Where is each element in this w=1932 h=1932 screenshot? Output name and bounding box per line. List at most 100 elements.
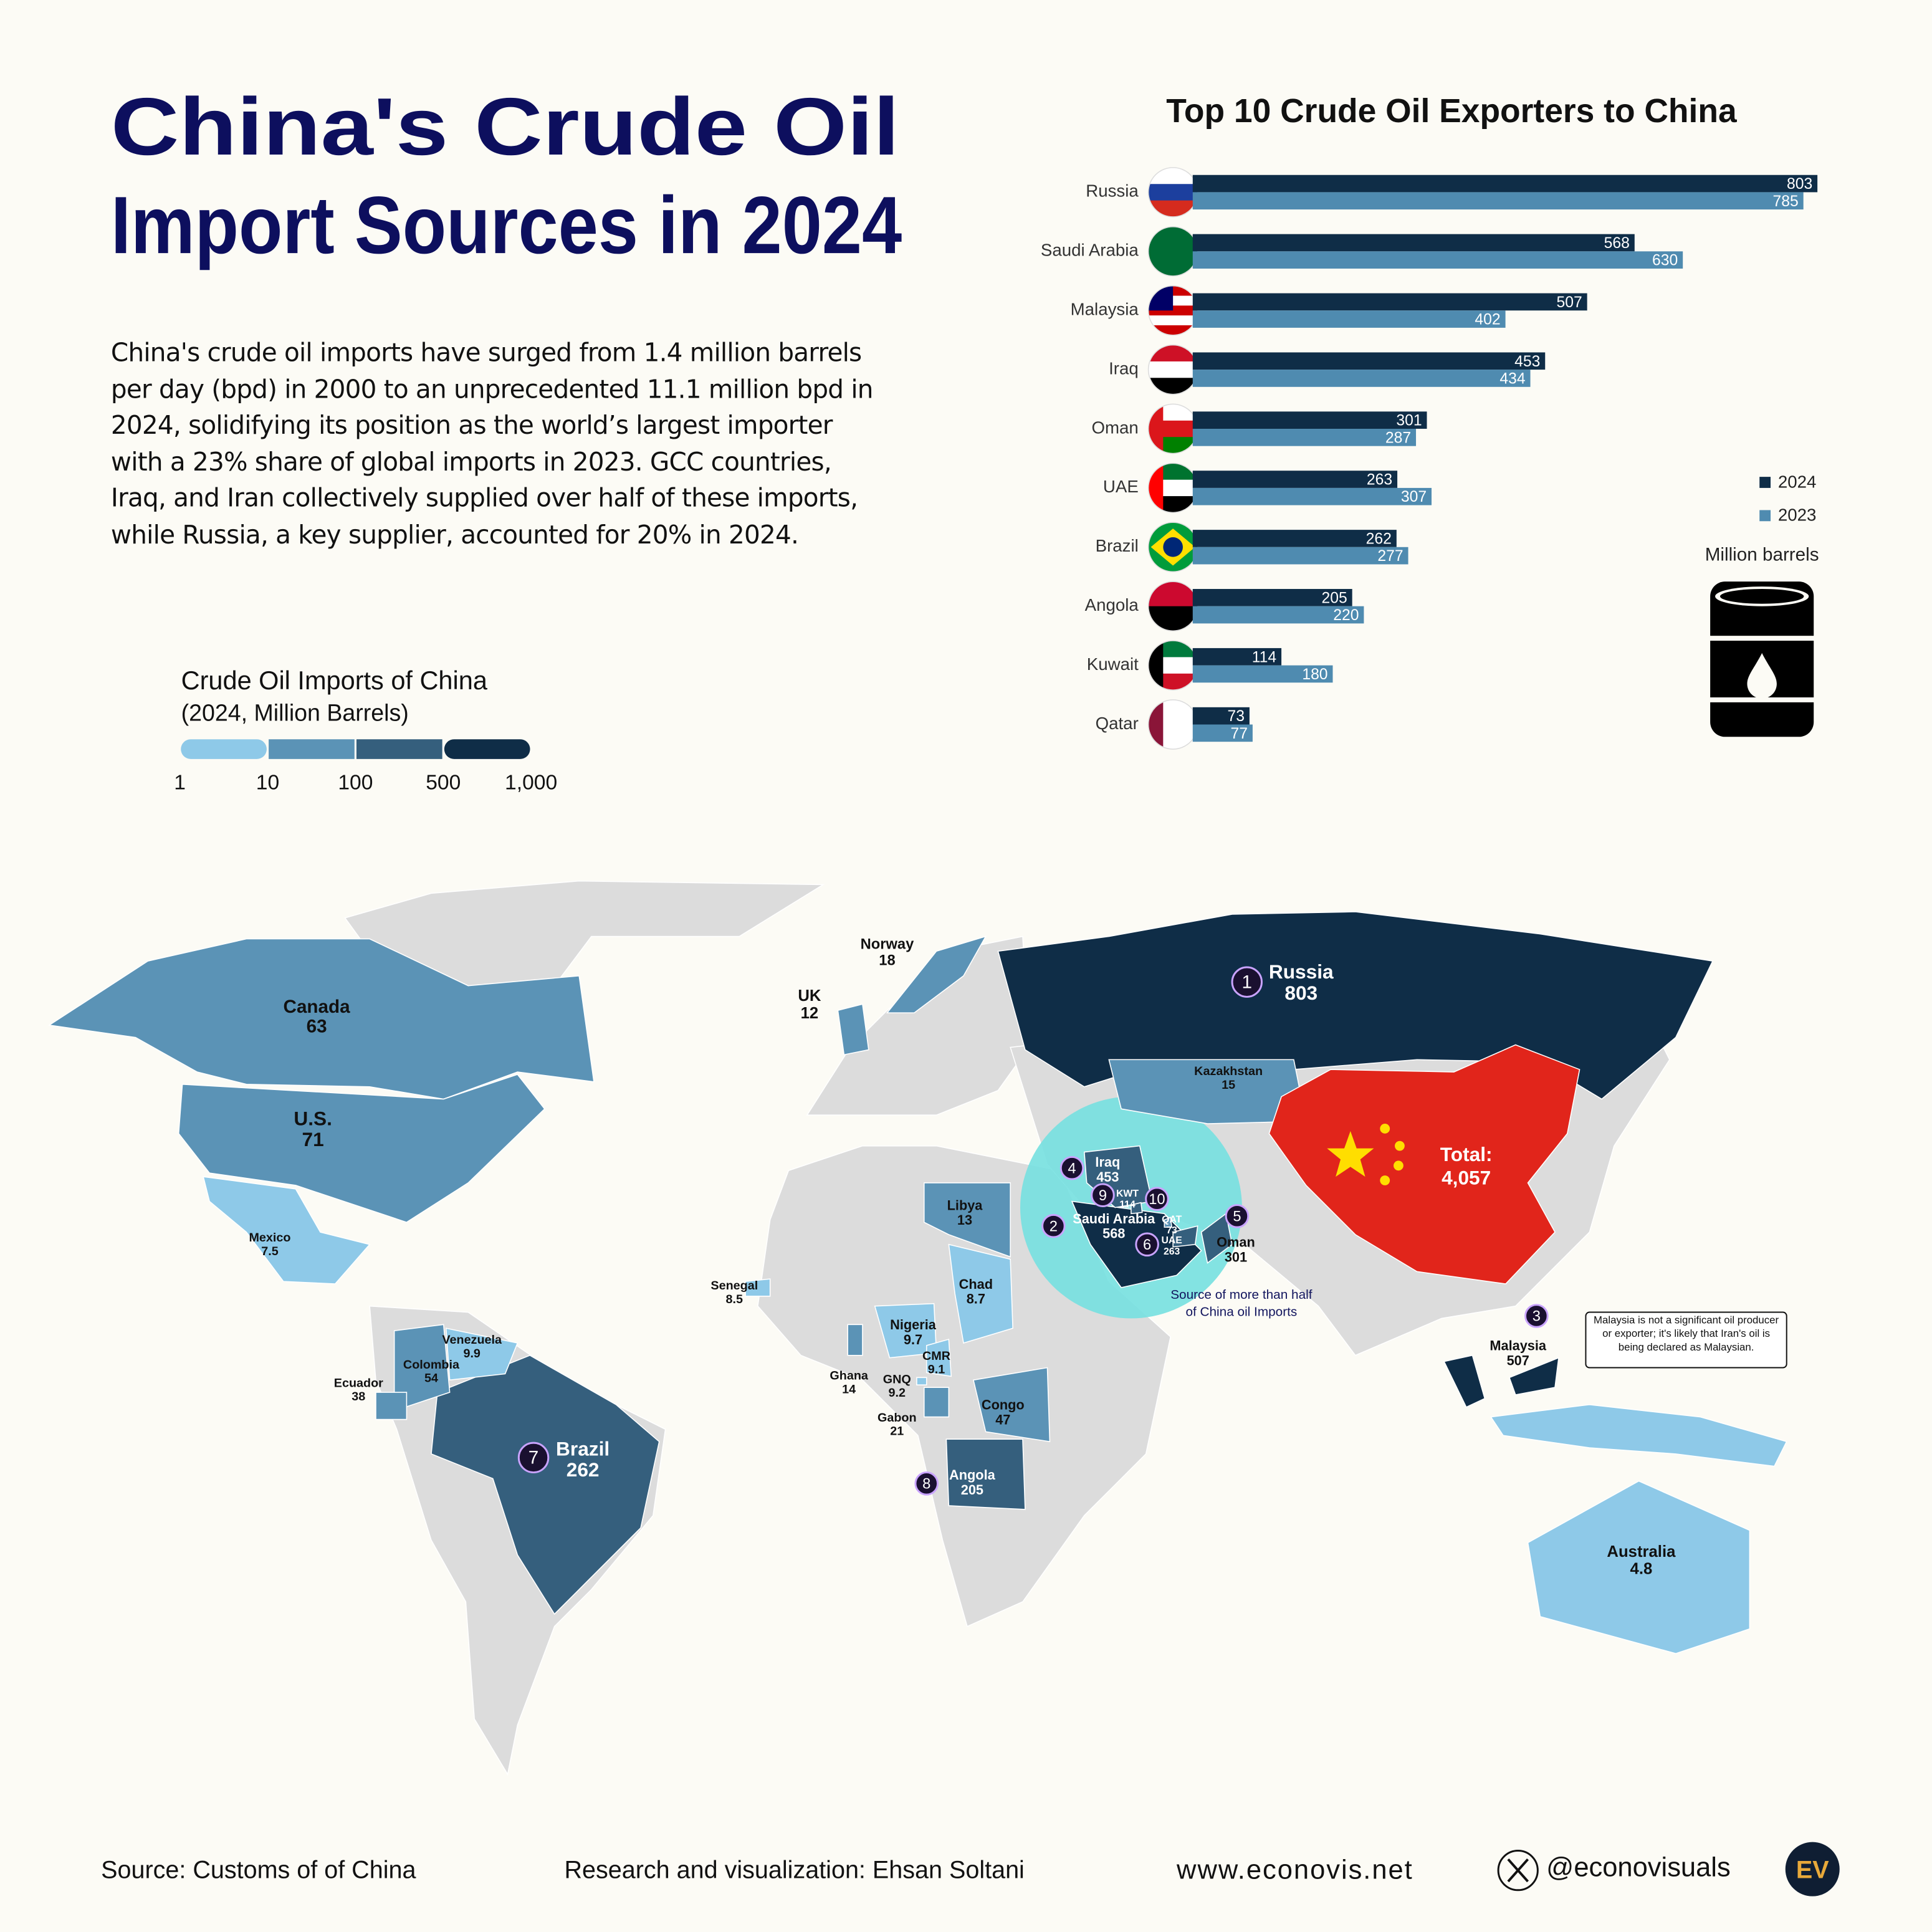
value-label: 568	[1604, 235, 1630, 252]
bar	[1192, 724, 1253, 742]
rank-number: 8	[922, 1476, 930, 1493]
country-value: 262	[567, 1458, 600, 1481]
flag	[1148, 404, 1198, 454]
title: China's Crude Oil	[111, 81, 899, 172]
bar	[1192, 352, 1546, 370]
handle[interactable]: @econovisuals	[1546, 1853, 1731, 1883]
website[interactable]: www.econovis.net	[1176, 1855, 1413, 1885]
value-label: 630	[1652, 252, 1678, 269]
china-stars	[1327, 1124, 1405, 1185]
category-label: Malaysia	[1071, 300, 1139, 319]
country-value: 73	[1166, 1225, 1177, 1236]
rank-badge	[517, 1442, 550, 1474]
flag-shape	[1163, 537, 1183, 557]
scale-tick-label: 1	[174, 771, 186, 794]
country-value: 54	[424, 1372, 438, 1385]
country-value: 803	[1284, 982, 1317, 1004]
country-name: Kazakhstan	[1194, 1064, 1263, 1078]
legend-label: 2024	[1778, 472, 1817, 491]
country-name: Nigeria	[890, 1317, 937, 1332]
country-value: 9.1	[928, 1363, 945, 1377]
flag-stripe	[1148, 226, 1198, 276]
country-value: 263	[1164, 1246, 1180, 1257]
country	[745, 1278, 771, 1297]
country	[47, 938, 595, 1100]
value-label: 114	[1252, 649, 1277, 666]
scale-tick-label: 500	[426, 771, 461, 794]
rank-badge	[1059, 1155, 1084, 1180]
bar	[1192, 370, 1531, 387]
bar	[1192, 547, 1408, 565]
country-value: 63	[307, 1016, 327, 1037]
country	[972, 1367, 1051, 1443]
rank-badge	[1041, 1213, 1066, 1238]
credit: Research and visualization: Ehsan Soltan…	[564, 1857, 1024, 1884]
country-name: Australia	[1607, 1543, 1676, 1561]
country-value: 13	[957, 1212, 972, 1228]
value-label: 277	[1377, 548, 1403, 565]
country	[948, 1243, 1013, 1344]
country-value: 15	[1222, 1078, 1235, 1092]
country	[178, 1074, 545, 1223]
bar	[1192, 606, 1364, 624]
country-value: 114	[1119, 1200, 1136, 1210]
value-label: 301	[1396, 413, 1422, 429]
country-name: UAE	[1161, 1235, 1182, 1246]
x-icon-mark	[1507, 1858, 1529, 1883]
category-label: Brazil	[1096, 536, 1139, 555]
bar	[1192, 192, 1804, 210]
country-value: 9.2	[889, 1386, 906, 1400]
rank-badge	[1145, 1187, 1169, 1211]
country-value: 568	[1102, 1226, 1125, 1241]
malaysia-note: Malaysia is not a significant oil produc…	[1594, 1313, 1779, 1353]
country-value: 12	[801, 1005, 819, 1022]
barrel-icon	[1708, 581, 1817, 737]
country-name: Ghana	[830, 1369, 869, 1383]
country-value: 38	[351, 1390, 365, 1404]
country-name: Congo	[982, 1397, 1025, 1413]
value-label: 402	[1475, 312, 1500, 328]
scale-segment	[269, 739, 355, 759]
country-value: 9.7	[904, 1332, 922, 1347]
rank-badge	[914, 1471, 939, 1496]
country-name: Gabon	[878, 1411, 917, 1425]
bar	[1192, 293, 1587, 311]
country	[1443, 1354, 1559, 1408]
country-name: Chad	[959, 1276, 993, 1292]
flag-stripe	[1148, 361, 1198, 379]
highlight-note: Source of more than half of China oil Im…	[1170, 1288, 1313, 1320]
country	[945, 1438, 1026, 1510]
x-icon	[1497, 1850, 1539, 1891]
flag-stripe	[1148, 315, 1198, 326]
value-label: 434	[1499, 370, 1525, 387]
country-name: Norway	[861, 937, 914, 953]
scale-subtitle: (2024, Million Barrels)	[181, 700, 409, 726]
unit-label: Million barrels	[1705, 544, 1819, 565]
country	[916, 1377, 927, 1385]
land	[1490, 1404, 1787, 1467]
category-label: Angola	[1085, 595, 1139, 615]
scale-segment	[356, 739, 442, 759]
bar	[1192, 429, 1417, 446]
scale-title: Crude Oil Imports of China	[181, 666, 488, 695]
country	[1164, 1217, 1173, 1228]
country-name: CMR	[922, 1349, 950, 1363]
category-label: Qatar	[1096, 714, 1139, 733]
country	[837, 1003, 869, 1056]
country-name: Libya	[947, 1197, 983, 1213]
color-scale: 1 10 100 500 1,000	[174, 739, 557, 794]
bar	[1192, 471, 1398, 488]
bar	[1192, 251, 1683, 269]
flag	[1148, 522, 1198, 572]
bar	[1192, 310, 1506, 328]
rank-number: 2	[1050, 1218, 1058, 1235]
country	[923, 1387, 950, 1418]
country	[1200, 1212, 1233, 1264]
rank-number: 10	[1149, 1192, 1165, 1208]
value-label: 77	[1230, 725, 1247, 742]
country-value: 21	[890, 1425, 904, 1438]
legend-swatch	[1759, 510, 1771, 522]
description: China's crude oil imports have surged fr…	[110, 337, 874, 549]
bar	[1192, 487, 1432, 505]
